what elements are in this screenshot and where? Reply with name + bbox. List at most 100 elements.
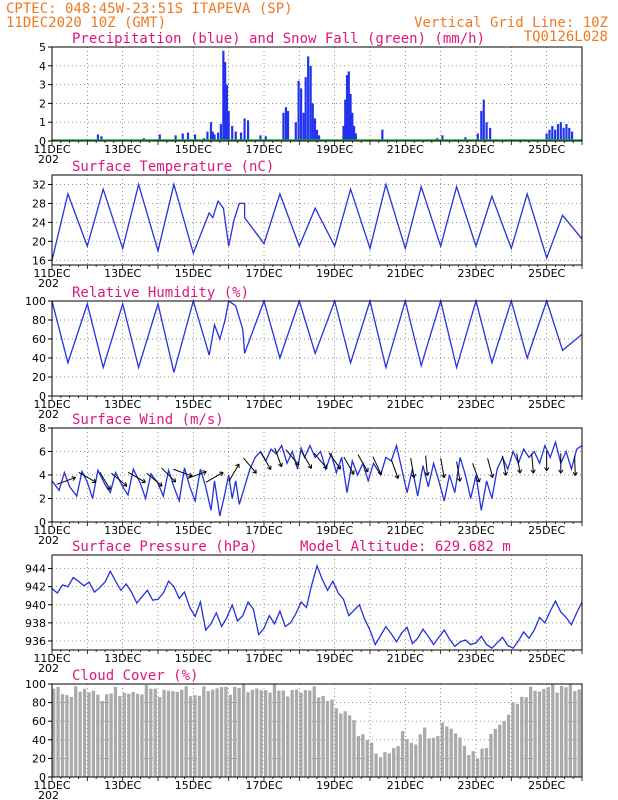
precip-bar (194, 134, 197, 141)
cloud-bar (127, 693, 131, 777)
x-tick-label: 25DEC (528, 143, 565, 156)
y-tick-label: 6 (39, 446, 46, 459)
cloud-bar (56, 686, 60, 777)
x-tick-label: 21DEC (387, 779, 424, 792)
cloud-bar (564, 687, 568, 777)
cloud-bar (577, 689, 581, 777)
precip-bar (284, 107, 288, 141)
precip-bar (300, 88, 303, 141)
y-tick-label: 4 (39, 469, 46, 482)
wind-arrow-icon (487, 458, 495, 478)
panel-frame (51, 554, 583, 651)
precip-bar (571, 131, 574, 141)
precip-bar (227, 110, 230, 141)
precip-bar (297, 80, 300, 141)
pressure-line (51, 563, 583, 650)
x-tick-label: 19DEC (316, 398, 353, 411)
cloud-bar (237, 687, 241, 777)
x-tick-label: 23DEC (457, 524, 494, 537)
cloud-bar (471, 751, 475, 777)
precip-bar (545, 133, 548, 141)
cloud-bar (352, 720, 356, 777)
y-tick-label: 28 (32, 197, 46, 210)
x-year-label: 202 (38, 789, 59, 800)
temperature-line (51, 181, 583, 261)
cloud-bar (308, 690, 312, 777)
precip-bar (345, 75, 349, 141)
precip-bar (551, 125, 554, 141)
cloud-bar (347, 715, 352, 777)
cloud-bar (396, 746, 400, 777)
cloud-bar (233, 686, 237, 777)
wind-arrow-icon (111, 472, 128, 487)
cloud-bar (330, 699, 334, 777)
cloud-bar (158, 697, 162, 777)
wind-arrow-icon (243, 457, 257, 474)
cloud-bar (281, 690, 285, 777)
cloud-bar (529, 686, 533, 777)
cloud-bar (480, 748, 484, 777)
cloud-bar (436, 736, 440, 777)
precip-bar (286, 110, 290, 141)
cloud-bar (149, 688, 153, 777)
cloud-bar (206, 691, 210, 777)
x-tick-label: 21DEC (387, 524, 424, 537)
precip-bar (206, 131, 209, 141)
cloud-bar (246, 692, 250, 777)
cloud-bar (171, 691, 175, 777)
wind-arrow-icon (558, 453, 564, 474)
wind-arrow-icon (440, 458, 447, 479)
precip-bar (243, 118, 246, 141)
wind-arrow-icon (410, 458, 417, 479)
x-tick-label: 19DEC (316, 779, 353, 792)
cloud-bar (361, 734, 365, 777)
cloud-bar (524, 697, 528, 777)
precip-bar (100, 136, 103, 141)
precip-bar (568, 127, 571, 141)
cloud-bar (202, 686, 206, 777)
wind-arrow-icon (502, 455, 508, 476)
cloud-bar (400, 731, 405, 777)
cloud-bar (69, 696, 73, 777)
y-tick-label: 2 (39, 97, 46, 110)
y-tick-label: 0 (39, 135, 46, 148)
cloud-bar (197, 695, 202, 777)
wind-arrow-icon (424, 455, 430, 476)
cloud-bar (378, 757, 383, 777)
header: CPTEC: 048:45W-23:51S ITAPEVA (SP) 11DEC… (6, 1, 608, 45)
wind-arrow-icon (187, 470, 207, 479)
cloud-bar (356, 736, 361, 777)
panel-title: Cloud Cover (%) (72, 668, 198, 684)
wind-arrow-icon (173, 468, 193, 478)
cloud-bar (272, 684, 277, 777)
x-tick-label: 25DEC (528, 398, 565, 411)
cloud-bar (290, 690, 294, 777)
cloud-bar (370, 742, 374, 777)
y-tick-label: 936 (25, 635, 46, 648)
cloud-bar (224, 686, 228, 777)
cloud-bar (255, 688, 259, 777)
x-tick-label: 23DEC (457, 652, 494, 665)
precip-bar (556, 124, 560, 141)
x-tick-label: 13DEC (104, 267, 141, 280)
cloud-bar (109, 693, 113, 777)
cloud-bar (82, 688, 87, 777)
cloud-bar (74, 686, 78, 777)
precip-bar (282, 112, 285, 141)
cloud-bar (405, 739, 409, 777)
x-tick-label: 25DEC (528, 652, 565, 665)
cloud-bar (241, 684, 246, 777)
wind-arrow-icon (99, 471, 111, 490)
cloud-bar (418, 734, 422, 777)
panel-title: Surface Pressure (hPa) (72, 539, 257, 555)
x-tick-label: 21DEC (387, 267, 424, 280)
wind-arrow-icon (228, 463, 240, 482)
y-tick-label: 0 (39, 390, 46, 403)
precip-bar (476, 133, 479, 141)
precip-bar (347, 71, 350, 141)
precip-bar (224, 62, 227, 141)
precip-bar (307, 56, 310, 141)
wind-arrow-icon (78, 471, 97, 484)
precip-bar (489, 127, 492, 141)
cloud-bar (211, 689, 215, 777)
